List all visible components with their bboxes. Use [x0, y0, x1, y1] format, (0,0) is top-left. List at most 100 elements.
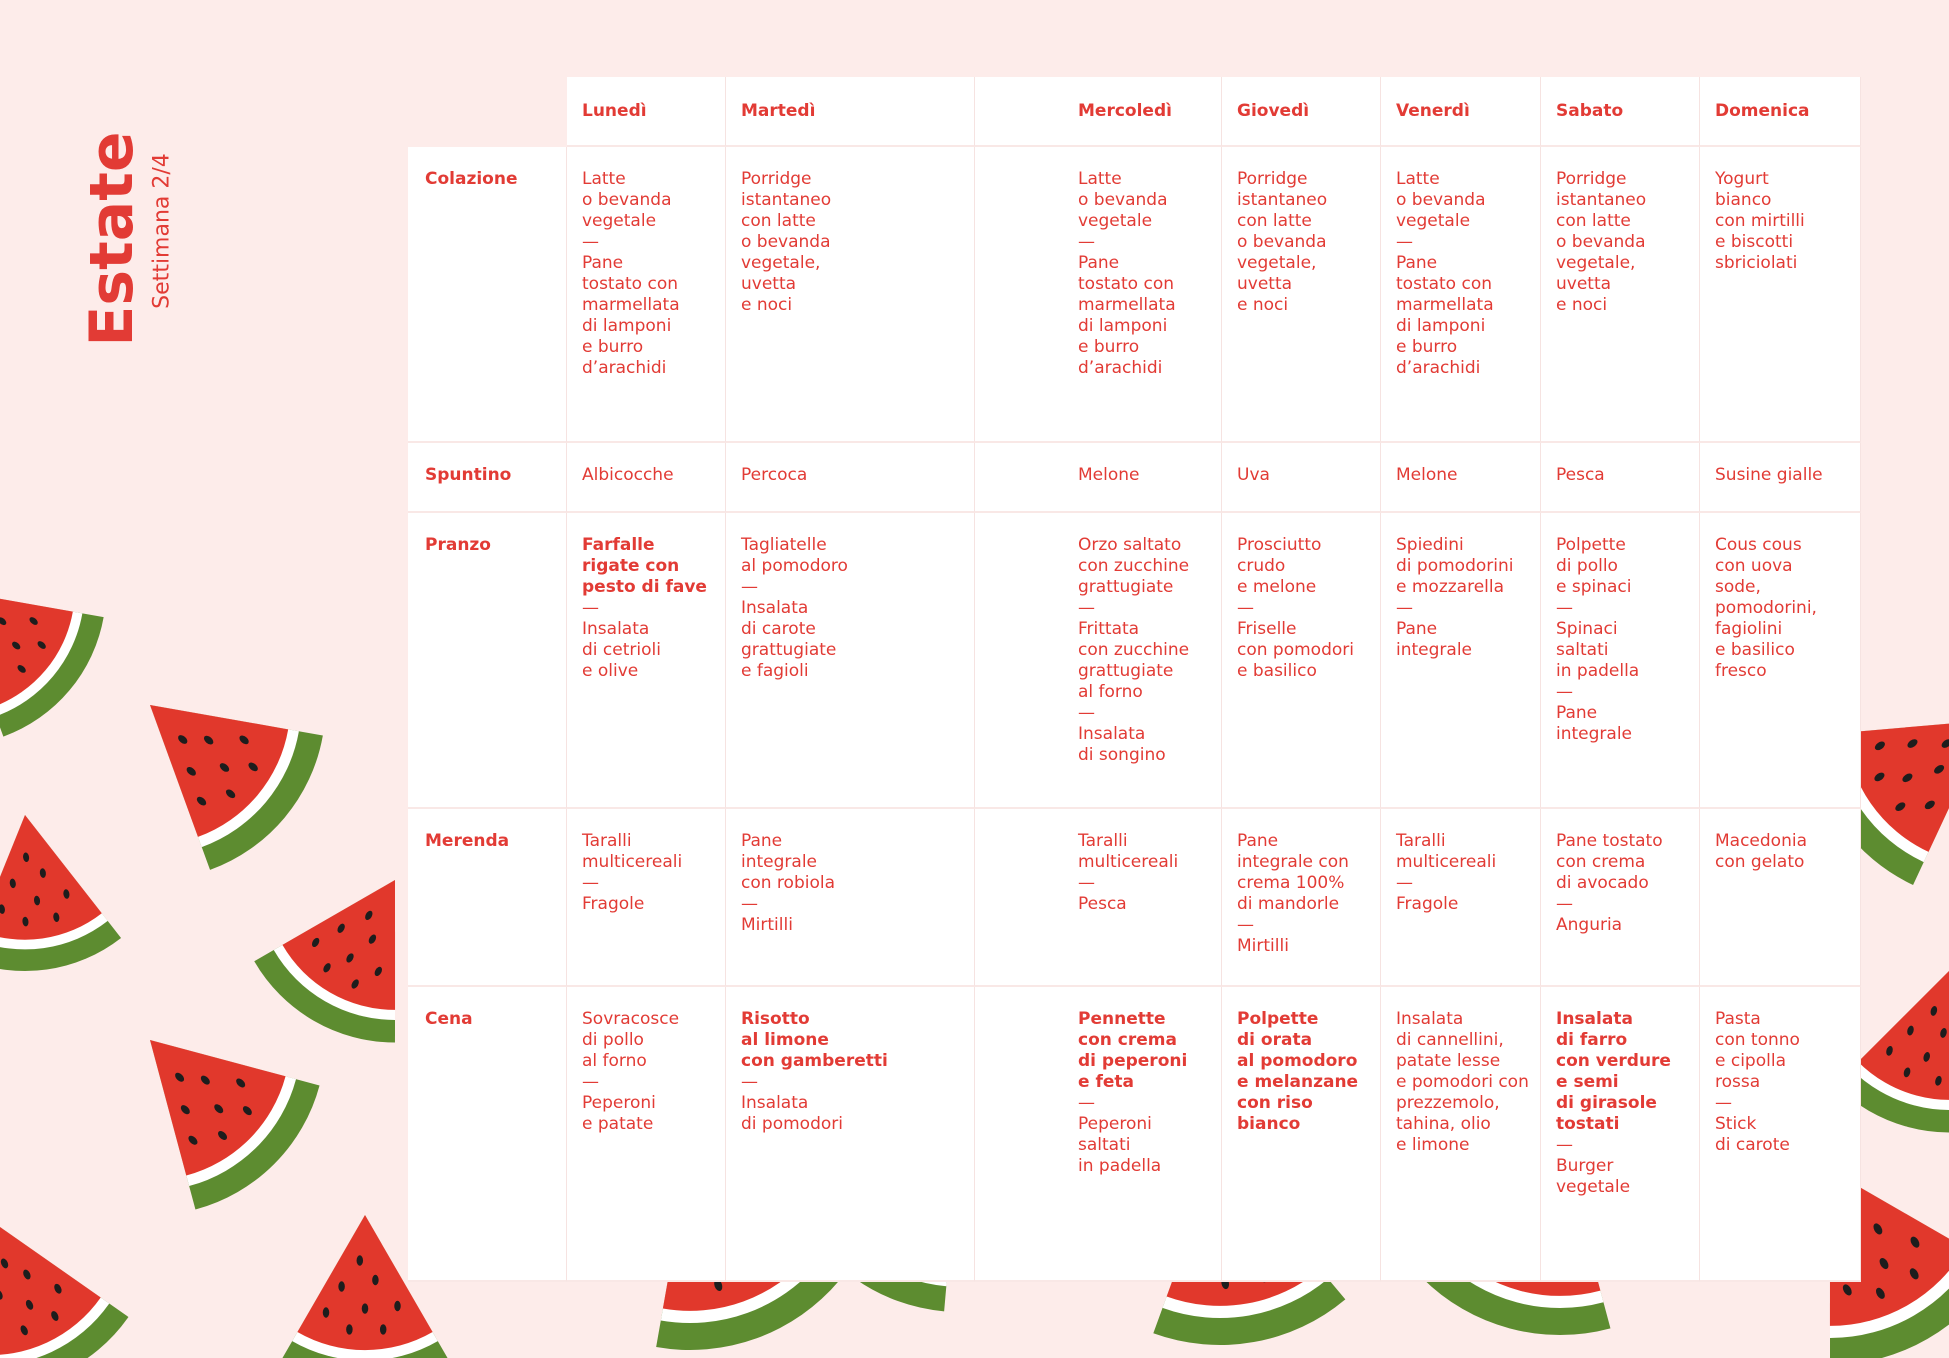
- meal-line: marmellata: [582, 295, 680, 315]
- meal-line: con crema: [1078, 1030, 1177, 1050]
- meal-line: Insalata: [1078, 724, 1146, 744]
- meal-line: Pane: [741, 831, 783, 851]
- watermelon: [93, 637, 341, 886]
- meal-line: Pesca: [1078, 894, 1127, 914]
- meal-line: Spiedini: [1396, 535, 1464, 555]
- meal-line: e biscotti: [1715, 232, 1794, 252]
- meal-line: di lamponi: [1078, 316, 1168, 336]
- meal-line: di lamponi: [582, 316, 672, 336]
- meal-line: —: [1078, 703, 1095, 723]
- meal-line: —: [1556, 1135, 1573, 1155]
- meal-line: istantaneo: [741, 190, 832, 210]
- meal-line: Latte: [582, 169, 626, 189]
- meal-line: o bevanda: [1078, 190, 1168, 210]
- meal-line: Percoca: [741, 465, 808, 485]
- meal-line: e pomodori con: [1396, 1072, 1529, 1092]
- meal-line: —: [1715, 1093, 1732, 1113]
- meal-line: di orata: [1237, 1030, 1313, 1050]
- meal-line: Fragole: [582, 894, 645, 914]
- meal-line: Pesca: [1556, 465, 1605, 485]
- meal-line: Latte: [1396, 169, 1440, 189]
- meal-line: Uva: [1237, 465, 1270, 485]
- meal-line: Albicocche: [582, 465, 674, 485]
- meal-line: bianco: [1715, 190, 1772, 210]
- meal-cell: Albicocche: [567, 443, 726, 513]
- meal-cell: Sovracosce di pollo al forno — Peperoni e pat…: [567, 987, 726, 1282]
- meal-label: Merenda: [408, 809, 567, 987]
- meal-line: con zucchine: [1078, 556, 1190, 576]
- meal-line: marmellata: [1078, 295, 1176, 315]
- meal-line: fagiolini: [1715, 619, 1783, 639]
- meal-line: o bevanda: [1237, 232, 1327, 252]
- meal-cell: Melone: [1381, 443, 1541, 513]
- meal-line: —: [582, 1072, 599, 1092]
- meal-line: —: [1078, 232, 1095, 252]
- meal-line: Farfalle: [582, 535, 655, 555]
- meal-cell: Pane integrale con robiola — Mirtilli: [726, 809, 975, 987]
- meal-line: Pane: [1396, 619, 1438, 639]
- day-header: Sabato: [1541, 77, 1700, 147]
- meal-line: uvetta: [741, 274, 797, 294]
- meal-line: Pennette: [1078, 1009, 1166, 1029]
- meal-line: tostato con: [582, 274, 678, 294]
- meal-line: e melone: [1237, 577, 1317, 597]
- meal-line: Peperoni: [582, 1093, 656, 1113]
- watermelon: [87, 977, 337, 1227]
- day-header: Venerdì: [1381, 77, 1541, 147]
- meal-line: integrale: [1396, 640, 1473, 660]
- meal-line: di lamponi: [1396, 316, 1486, 336]
- meal-line: Taralli: [582, 831, 632, 851]
- meal-line: pesto di fave: [582, 577, 707, 597]
- meal-line: con crema: [1556, 852, 1646, 872]
- meal-label: Spuntino: [408, 443, 567, 513]
- meal-label: Colazione: [408, 147, 567, 443]
- meal-cell: Insalata di cannellini, patate lesse e pomo…: [1381, 987, 1541, 1282]
- meal-cell: Macedonia con gelato: [1700, 809, 1861, 987]
- meal-line: vegetale,: [1237, 253, 1317, 273]
- meal-cell: Pennette con crema di peperoni e feta — Peper…: [975, 987, 1222, 1282]
- meal-line: con mirtilli: [1715, 211, 1805, 231]
- meal-line: al pomodoro: [741, 556, 848, 576]
- meal-line: Pane: [1237, 831, 1279, 851]
- meal-line: Taralli: [1078, 831, 1128, 851]
- meal-line: Insalata: [582, 619, 650, 639]
- meal-line: Insalata: [1556, 1009, 1633, 1029]
- meal-line: tahina, olio: [1396, 1114, 1491, 1134]
- meal-line: uvetta: [1556, 274, 1612, 294]
- subtitle: Settimana 2/4: [150, 153, 175, 309]
- meal-line: con latte: [741, 211, 816, 231]
- meal-line: Polpette: [1556, 535, 1626, 555]
- meal-cell: Melone: [975, 443, 1222, 513]
- meal-line: e burro: [582, 337, 644, 357]
- meal-line: —: [1078, 598, 1095, 618]
- meal-line: crema 100%: [1237, 873, 1345, 893]
- meal-line: Mirtilli: [741, 915, 793, 935]
- meal-line: bianco: [1237, 1114, 1301, 1134]
- meal-line: con robiola: [741, 873, 835, 893]
- meal-line: —: [1396, 232, 1413, 252]
- meal-line: Susine gialle: [1715, 465, 1823, 485]
- meal-line: integrale: [741, 852, 818, 872]
- meal-cell: Uva: [1222, 443, 1381, 513]
- meal-line: —: [1556, 598, 1573, 618]
- meal-line: Melone: [1396, 465, 1458, 485]
- meal-line: e spinaci: [1556, 577, 1632, 597]
- meal-line: al pomodoro: [1237, 1051, 1358, 1071]
- meal-line: con verdure: [1556, 1051, 1671, 1071]
- meal-line: in padella: [1556, 661, 1640, 681]
- meal-line: di peperoni: [1078, 1051, 1188, 1071]
- meal-line: al forno: [1078, 682, 1143, 702]
- meal-line: fresco: [1715, 661, 1767, 681]
- meal-cell: Pesca: [1541, 443, 1700, 513]
- meal-line: e patate: [582, 1114, 654, 1134]
- meal-line: Insalata: [1396, 1009, 1464, 1029]
- meal-line: crudo: [1237, 556, 1286, 576]
- meal-line: Prosciutto: [1237, 535, 1322, 555]
- meal-line: Pane: [1078, 253, 1120, 273]
- meal-line: vegetale: [1078, 211, 1153, 231]
- meal-cell: Latte o bevanda vegetale — Pane tostato con ma…: [1381, 147, 1541, 443]
- meal-line: Pane: [582, 253, 624, 273]
- meal-line: d’arachidi: [1396, 358, 1481, 378]
- meal-cell: Risotto al limone con gamberetti — Insalata d…: [726, 987, 975, 1282]
- meal-line: o bevanda: [1556, 232, 1646, 252]
